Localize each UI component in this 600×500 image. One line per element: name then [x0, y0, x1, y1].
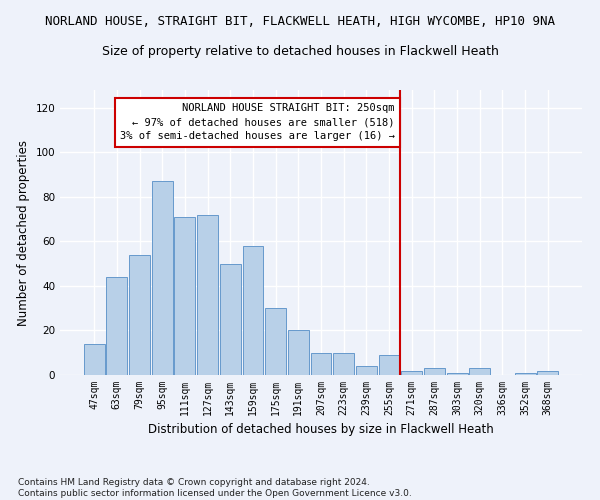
- Bar: [129, 255, 150, 375]
- Bar: [356, 366, 377, 375]
- Bar: [242, 246, 263, 375]
- Bar: [197, 214, 218, 375]
- Bar: [515, 373, 536, 375]
- Bar: [84, 344, 104, 375]
- Bar: [469, 368, 490, 375]
- Bar: [538, 370, 558, 375]
- Bar: [106, 277, 127, 375]
- Text: Contains HM Land Registry data © Crown copyright and database right 2024.
Contai: Contains HM Land Registry data © Crown c…: [18, 478, 412, 498]
- Bar: [220, 264, 241, 375]
- Bar: [446, 373, 467, 375]
- Bar: [311, 352, 331, 375]
- Bar: [265, 308, 286, 375]
- Text: NORLAND HOUSE, STRAIGHT BIT, FLACKWELL HEATH, HIGH WYCOMBE, HP10 9NA: NORLAND HOUSE, STRAIGHT BIT, FLACKWELL H…: [45, 15, 555, 28]
- Bar: [333, 352, 354, 375]
- Bar: [152, 182, 173, 375]
- Bar: [424, 368, 445, 375]
- X-axis label: Distribution of detached houses by size in Flackwell Heath: Distribution of detached houses by size …: [148, 424, 494, 436]
- Text: NORLAND HOUSE STRAIGHT BIT: 250sqm
← 97% of detached houses are smaller (518)
3%: NORLAND HOUSE STRAIGHT BIT: 250sqm ← 97%…: [120, 104, 395, 142]
- Y-axis label: Number of detached properties: Number of detached properties: [17, 140, 30, 326]
- Bar: [379, 355, 400, 375]
- Text: Size of property relative to detached houses in Flackwell Heath: Size of property relative to detached ho…: [101, 45, 499, 58]
- Bar: [175, 217, 196, 375]
- Bar: [288, 330, 309, 375]
- Bar: [401, 370, 422, 375]
